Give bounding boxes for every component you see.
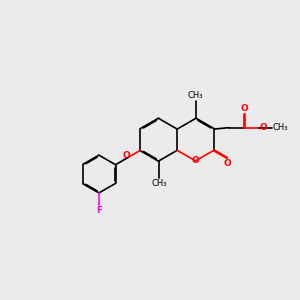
Text: O: O [192, 156, 200, 165]
Text: F: F [96, 206, 102, 215]
Text: CH₃: CH₃ [151, 179, 166, 188]
Text: CH₃: CH₃ [272, 123, 288, 132]
Text: O: O [122, 151, 130, 160]
Text: CH₃: CH₃ [188, 91, 203, 100]
Text: O: O [223, 159, 231, 168]
Text: O: O [260, 123, 268, 132]
Text: O: O [241, 104, 248, 113]
